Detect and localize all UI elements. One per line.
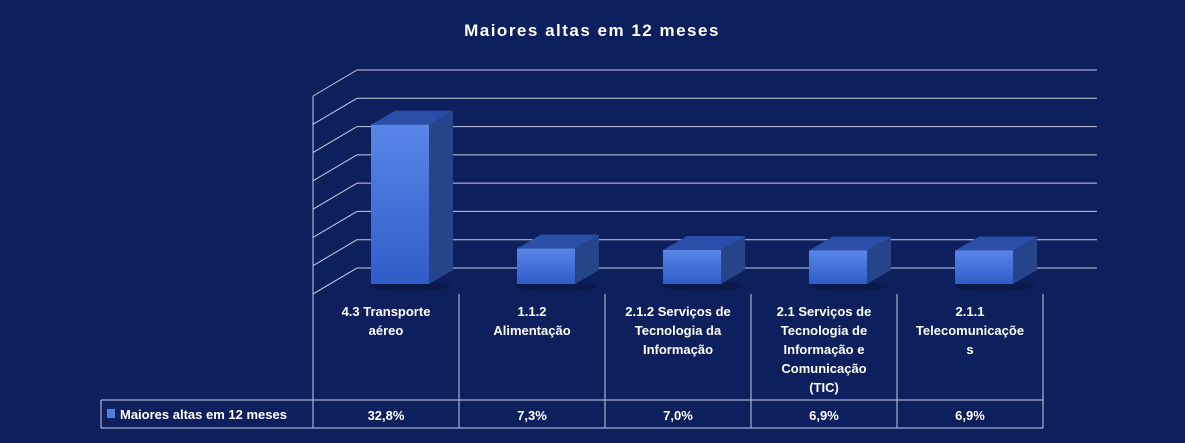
bar (953, 236, 1037, 291)
bar-side (721, 236, 745, 284)
category-label-line: 2.1.2 Serviços de (625, 304, 731, 319)
gridlines (312, 69, 1097, 295)
category-label: 2.1 Serviços de Tecnologia de Informação e… (777, 304, 872, 395)
category-label: 4.3 Transporte aéreo (342, 304, 431, 338)
bar (369, 110, 453, 291)
category-label-line: Tecnologia da (635, 323, 722, 338)
category-label: 2.1.1 Telecomunicaçõe s (916, 304, 1024, 357)
gridline-diagonal (312, 97, 358, 125)
bar-front (371, 124, 429, 284)
axis-floor (312, 267, 358, 295)
data-table: 4.3 Transporte aéreo 1.1.2 Alimentação 2.1.2… (100, 294, 1044, 429)
bar-side (429, 110, 453, 284)
gridline-diagonal (312, 239, 358, 267)
category-label-line: Alimentação (493, 323, 570, 338)
category-label-line: (TIC) (809, 380, 839, 395)
bar-top (663, 236, 745, 250)
bar-side (575, 234, 599, 284)
category-label-line: 2.1.1 (956, 304, 985, 319)
bar (661, 236, 745, 291)
data-label: 7,3% (517, 408, 547, 423)
bar-front (517, 248, 575, 284)
bar-side (867, 236, 891, 284)
bar (515, 234, 599, 291)
category-label-line: Comunicação (781, 361, 866, 376)
category-label-line: 2.1 Serviços de (777, 304, 872, 319)
data-label: 32,8% (368, 408, 405, 423)
bar-top (955, 236, 1037, 251)
bar-front (809, 250, 867, 284)
gridline-diagonal (312, 154, 358, 182)
gridline-diagonal (312, 69, 358, 97)
legend-label: Maiores altas em 12 meses (120, 407, 287, 422)
gridline-diagonal (312, 126, 358, 154)
bar-top (517, 234, 599, 249)
data-label: 6,9% (809, 408, 839, 423)
category-label-line: 1.1.2 (518, 304, 547, 319)
bar-front (663, 250, 721, 284)
category-label: 2.1.2 Serviços de Tecnologia da Informação (625, 304, 731, 357)
chart-title: Maiores altas em 12 meses (464, 21, 720, 40)
category-label-line: Informação e (784, 342, 865, 357)
bar-front (955, 250, 1013, 284)
category-label-line: Tecnologia de (781, 323, 867, 338)
category-label-line: Informação (643, 342, 713, 357)
bar-top (809, 236, 891, 251)
gridline-diagonal (312, 210, 358, 238)
bars (369, 110, 1037, 291)
category-label-line: s (966, 342, 973, 357)
bar-side (1013, 236, 1037, 284)
data-label: 7,0% (663, 408, 693, 423)
bar-top (371, 110, 453, 125)
category-label: 1.1.2 Alimentação (493, 304, 570, 338)
bar (807, 236, 891, 291)
category-label-line: aéreo (369, 323, 404, 338)
data-label: 6,9% (955, 408, 985, 423)
category-label-line: 4.3 Transporte (342, 304, 431, 319)
category-label-line: Telecomunicaçõe (916, 323, 1024, 338)
legend-swatch (107, 409, 115, 418)
gridline-diagonal (312, 182, 358, 210)
